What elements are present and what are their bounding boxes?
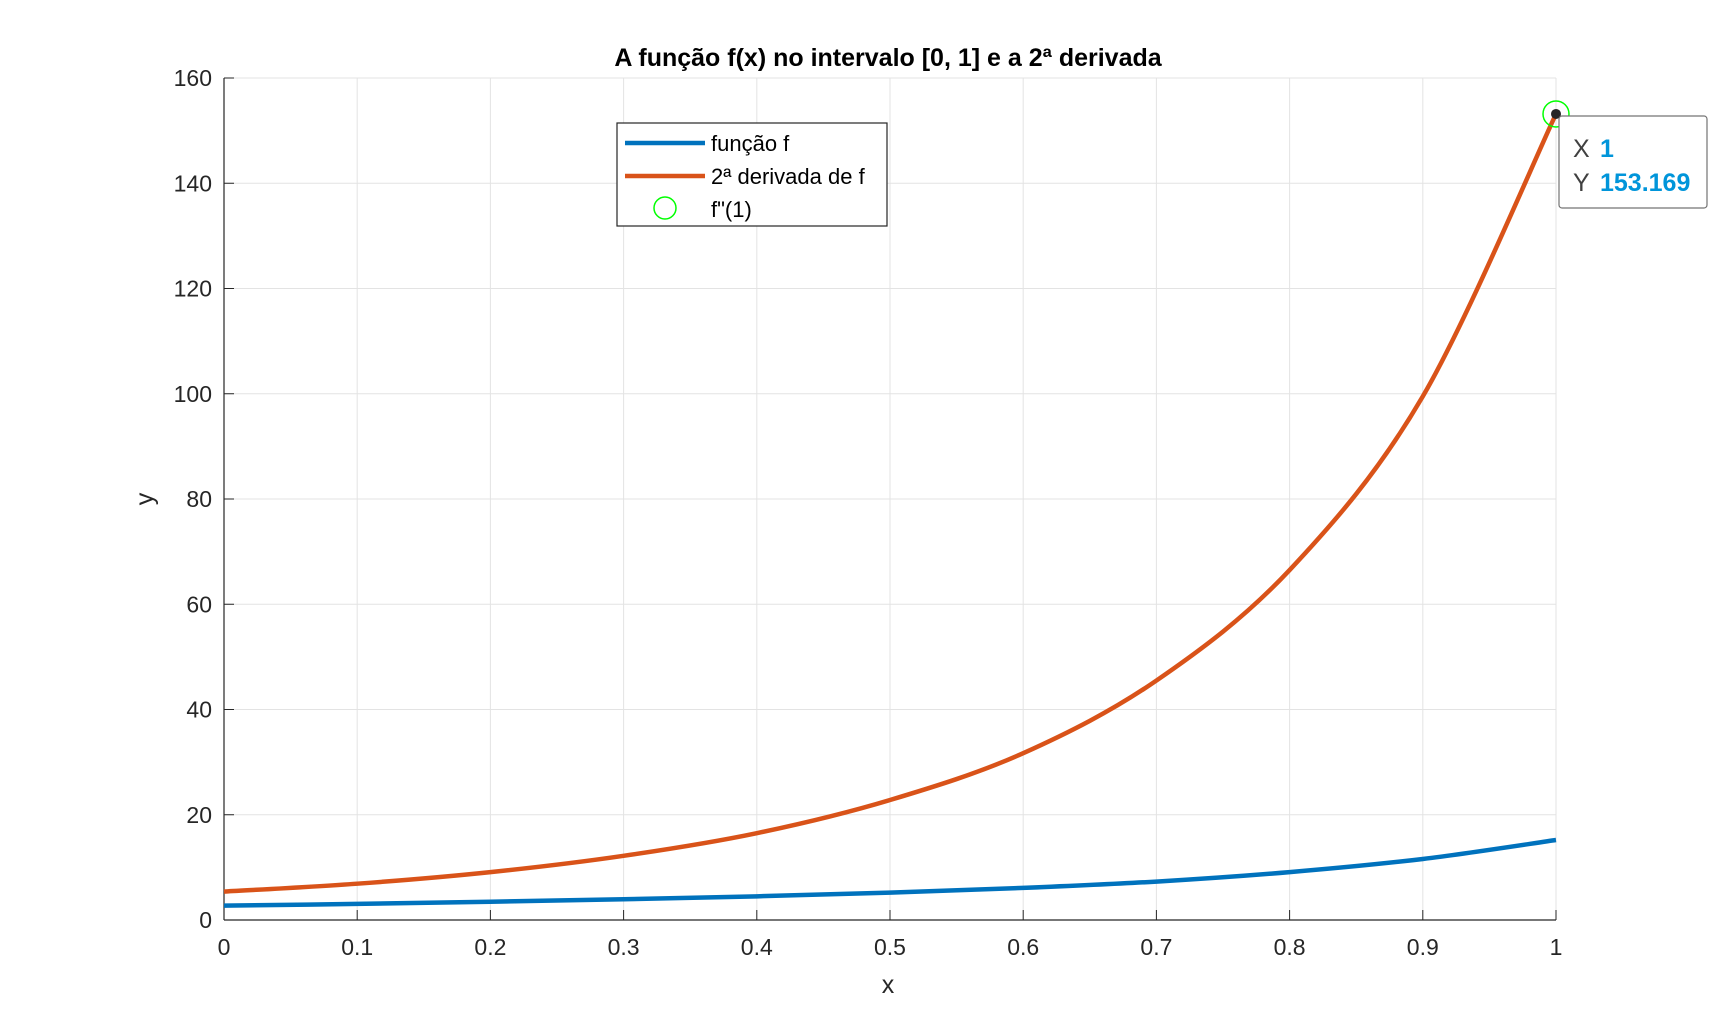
- series-line-funcao-f: [223, 837, 1557, 908]
- x-tick-label: 0.1: [341, 934, 373, 960]
- y-tick-label: 40: [186, 697, 212, 723]
- y-tick-label: 160: [174, 65, 212, 91]
- x-tick-label: 0.4: [741, 934, 773, 960]
- marker-f2-1: [1542, 100, 1570, 128]
- y-tick-label: 60: [186, 591, 212, 617]
- legend-label-f2-1: f"(1): [711, 197, 752, 222]
- datatip-x-label: X: [1573, 135, 1590, 163]
- y-tick-label: 20: [186, 802, 212, 828]
- x-tick-label: 0.9: [1407, 934, 1439, 960]
- datatip-x-value: 1: [1600, 135, 1614, 163]
- x-tick-label: 1: [1550, 934, 1563, 960]
- datatip-box: [1558, 115, 1708, 209]
- legend-marker-f2-1: [653, 196, 677, 220]
- datatip[interactable]: X 1 Y 153.169: [1558, 115, 1708, 209]
- series-layer: [223, 112, 1559, 908]
- x-tick-label: 0: [218, 934, 231, 960]
- x-tick-label: 0.8: [1274, 934, 1306, 960]
- y-axis-label: y: [131, 492, 159, 505]
- legend-label-funcao-f: função f: [711, 131, 790, 156]
- chart-title: A função f(x) no intervalo [0, 1] e a 2ª…: [614, 44, 1162, 72]
- series-line-segunda-derivada: [223, 112, 1559, 894]
- x-tick-label: 0.3: [608, 934, 640, 960]
- x-axis-label: x: [882, 971, 895, 999]
- y-tick-label: 140: [174, 170, 212, 196]
- legend: função f 2ª derivada de f f"(1): [616, 122, 888, 227]
- legend-label-segunda-derivada: 2ª derivada de f: [711, 164, 866, 189]
- x-tick-label: 0.2: [474, 934, 506, 960]
- y-tick-label: 100: [174, 381, 212, 407]
- y-tick-label: 0: [199, 907, 212, 933]
- y-tick-label: 120: [174, 276, 212, 302]
- datatip-y-value: 153.169: [1600, 169, 1690, 197]
- datatip-y-label: Y: [1573, 169, 1590, 197]
- y-tick-label: 80: [186, 486, 212, 512]
- x-tick-label: 0.6: [1007, 934, 1039, 960]
- ticks: 0 0.1 0.2 0.3 0.4 0.5 0.6 0.7 0.8 0.9 1 0 20 40 60 80 10…: [174, 65, 1563, 960]
- datatip-anchor-dot: [1551, 108, 1561, 119]
- x-tick-label: 0.7: [1140, 934, 1172, 960]
- x-tick-label: 0.5: [874, 934, 906, 960]
- marker-layer: [1542, 100, 1570, 128]
